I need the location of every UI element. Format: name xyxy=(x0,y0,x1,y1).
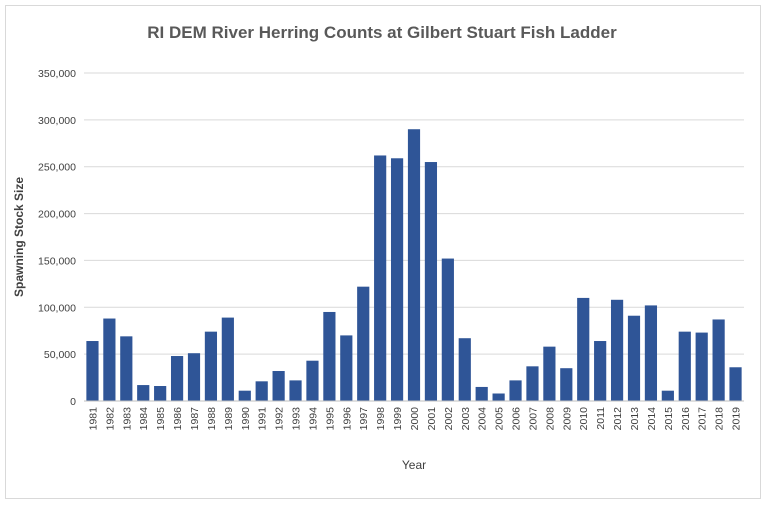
y-tick-label: 200,000 xyxy=(38,209,76,221)
bar-1997 xyxy=(357,286,370,401)
y-tick-label: 250,000 xyxy=(38,162,76,174)
bar-2009 xyxy=(560,368,573,401)
bar-2010 xyxy=(577,297,590,401)
bar-1987 xyxy=(187,353,201,401)
x-tick-label: 1986 xyxy=(172,407,184,431)
x-tick-label: 2012 xyxy=(612,407,624,431)
bars xyxy=(86,129,742,401)
x-tick-label: 2005 xyxy=(494,407,506,431)
x-tick-label: 2010 xyxy=(578,407,590,431)
bar-1999 xyxy=(390,158,404,401)
bar-2006 xyxy=(509,380,522,401)
y-axis-title: Spawning Stock Size xyxy=(12,177,26,297)
bar-1994 xyxy=(306,360,319,401)
x-tick-label: 1989 xyxy=(223,407,235,431)
bar-1981 xyxy=(86,341,99,401)
bar-1993 xyxy=(289,380,302,401)
x-tick-label: 1992 xyxy=(274,407,286,431)
x-tick-label: 2014 xyxy=(646,407,658,431)
chart-frame: RI DEM River Herring Counts at Gilbert S… xyxy=(5,5,761,499)
bar-2007 xyxy=(526,366,539,401)
x-tick-label: 1998 xyxy=(375,407,387,431)
x-tick-label: 2004 xyxy=(477,407,489,431)
x-tick-label: 2009 xyxy=(561,407,573,431)
y-tick-label: 100,000 xyxy=(38,302,76,314)
x-tick-label: 1991 xyxy=(257,407,269,431)
chart-title: RI DEM River Herring Counts at Gilbert S… xyxy=(147,23,617,42)
bar-2018 xyxy=(712,319,725,401)
y-axis-ticks: 0 50,000 100,000 150,000 200,000 250,000 300,0… xyxy=(38,68,76,408)
bar-2015 xyxy=(661,390,674,401)
x-tick-label: 2016 xyxy=(680,407,692,431)
x-tick-label: 2011 xyxy=(595,407,607,430)
bar-1983 xyxy=(120,336,133,401)
bar-1982 xyxy=(103,318,116,401)
bar-2012 xyxy=(610,299,624,401)
bar-2016 xyxy=(678,331,691,401)
x-tick-label: 1988 xyxy=(206,407,218,431)
y-tick-label: 300,000 xyxy=(38,115,76,127)
bar-1995 xyxy=(323,311,336,401)
bar-1992 xyxy=(272,371,285,401)
x-tick-label: 2003 xyxy=(460,407,472,431)
bar-2000 xyxy=(407,129,421,401)
x-tick-label: 2015 xyxy=(663,407,675,431)
bar-1989 xyxy=(221,317,234,401)
x-axis-ticks: 1981 1982 1983 1984 1985 1986 1987 1988 1989 1990… xyxy=(87,407,742,431)
x-tick-label: 1995 xyxy=(324,407,336,431)
bar-1985 xyxy=(154,386,167,401)
bar-2014 xyxy=(644,305,658,401)
x-tick-label: 2017 xyxy=(697,407,709,431)
y-tick-label: 50,000 xyxy=(44,349,76,361)
bar-1986 xyxy=(170,356,184,401)
x-axis-title: Year xyxy=(402,458,426,472)
x-tick-label: 1997 xyxy=(358,407,370,431)
bar-1991 xyxy=(255,381,268,401)
x-tick-label: 2001 xyxy=(426,407,438,431)
bar-1990 xyxy=(238,390,251,401)
x-tick-label: 2007 xyxy=(527,407,539,431)
y-tick-label: 350,000 xyxy=(38,68,76,80)
x-tick-label: 2008 xyxy=(544,407,556,431)
x-tick-label: 1983 xyxy=(121,407,133,431)
x-tick-label: 1996 xyxy=(341,407,353,431)
x-tick-label: 1981 xyxy=(87,407,99,431)
x-tick-label: 2000 xyxy=(409,407,421,431)
x-tick-label: 2018 xyxy=(714,407,726,431)
x-tick-label: 1984 xyxy=(138,407,150,431)
x-tick-label: 2006 xyxy=(511,407,523,431)
x-tick-label: 1990 xyxy=(240,407,252,431)
x-tick-label: 1985 xyxy=(155,407,167,431)
x-tick-label: 1993 xyxy=(291,407,303,431)
bar-2013 xyxy=(627,315,641,401)
bar-2002 xyxy=(441,258,454,401)
y-tick-label: 150,000 xyxy=(38,255,76,267)
x-tick-label: 2013 xyxy=(629,407,641,431)
bar-2001 xyxy=(424,162,438,401)
bar-2017 xyxy=(695,332,708,401)
x-tick-label: 1982 xyxy=(104,407,116,431)
x-tick-label: 2002 xyxy=(443,407,455,431)
bar-1998 xyxy=(374,155,387,401)
bar-2008 xyxy=(543,346,556,401)
bar-2004 xyxy=(475,386,488,401)
x-tick-label: 1994 xyxy=(307,407,319,431)
x-tick-label: 1987 xyxy=(189,407,201,431)
bar-1996 xyxy=(340,335,353,401)
x-tick-label: 2019 xyxy=(731,407,743,431)
bar-2011 xyxy=(594,341,607,401)
bar-1988 xyxy=(204,331,218,401)
bar-2019 xyxy=(729,367,742,401)
y-tick-label: 0 xyxy=(70,396,76,408)
bar-1984 xyxy=(137,385,150,401)
x-tick-label: 1999 xyxy=(392,407,404,431)
bar-chart: RI DEM River Herring Counts at Gilbert S… xyxy=(12,23,744,472)
bar-2003 xyxy=(458,338,471,401)
bar-2005 xyxy=(492,393,505,401)
